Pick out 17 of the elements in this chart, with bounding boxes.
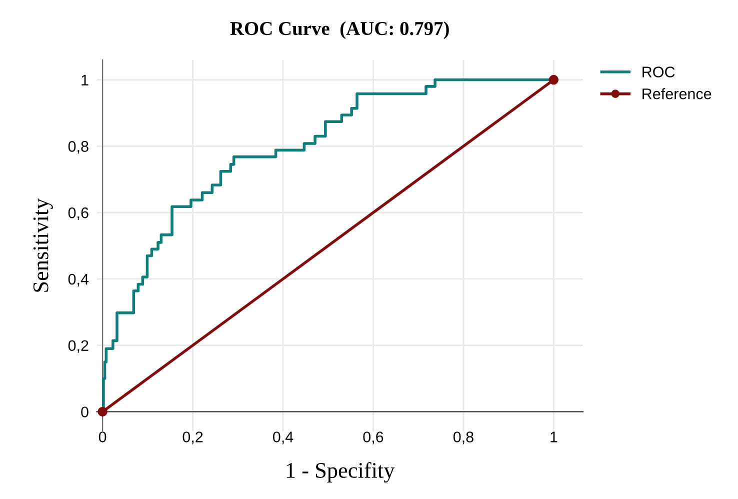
y-tick-label: 0 — [81, 406, 88, 418]
legend-label: Reference — [642, 88, 712, 100]
x-tick-label: 1 — [550, 432, 558, 442]
y-tick-label: 1 — [82, 74, 88, 86]
x-tick-label: 0,8 — [453, 432, 474, 444]
legend-label: ROC — [642, 66, 675, 78]
x-tick-label: 0,4 — [272, 432, 294, 444]
x-tick-label: 0,6 — [363, 432, 384, 444]
x-tick-label: 0,2 — [182, 432, 203, 444]
y-tick-label: 0,4 — [68, 274, 89, 286]
x-tick-label: 0 — [98, 432, 106, 442]
y-axis-title: Sensitivity — [33, 198, 53, 292]
y-tick-label: 0,6 — [68, 207, 88, 220]
y-tick-label: 0,8 — [68, 141, 88, 154]
x-axis-title: 1 - Specifity — [286, 462, 395, 483]
chart-title: ROC Curve (AUC: 0.797) — [230, 21, 449, 40]
y-tick-label: 0,2 — [68, 340, 88, 353]
